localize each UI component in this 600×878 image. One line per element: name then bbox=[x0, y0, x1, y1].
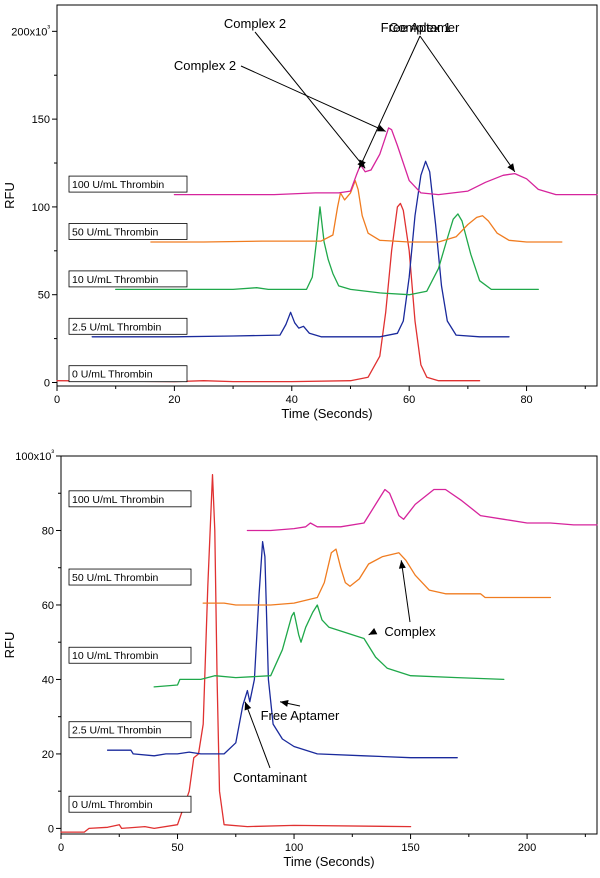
annotation-arrowhead bbox=[280, 700, 289, 707]
annotation-label: Free Aptamer bbox=[261, 708, 340, 723]
series-label: 0 U/mL Thrombin bbox=[72, 799, 153, 811]
series-label-box bbox=[68, 270, 188, 288]
y-tick-label: 80 bbox=[42, 525, 54, 537]
y-tick-label: 200x10³ bbox=[11, 23, 50, 38]
series-label-box bbox=[68, 223, 188, 240]
annotation-arrowhead bbox=[359, 159, 366, 169]
annotation-arrowhead bbox=[368, 627, 378, 635]
y-tick-label: 40 bbox=[42, 674, 54, 686]
series-label-box bbox=[68, 175, 188, 193]
series-label-box bbox=[68, 490, 192, 508]
series-line bbox=[56, 202, 481, 383]
x-tick-label: 40 bbox=[286, 394, 298, 406]
series-label: 2.5 U/mL Thrombin bbox=[72, 321, 161, 333]
annotation-label: Complex bbox=[384, 624, 436, 639]
annotation-label: Complex 2 bbox=[224, 16, 286, 31]
y-tick-label: 60 bbox=[42, 600, 54, 612]
x-tick-label: 150 bbox=[401, 842, 419, 854]
annotation-arrow-line bbox=[400, 560, 411, 623]
annotation-arrowhead bbox=[244, 701, 252, 711]
annotation-arrow-line bbox=[254, 31, 366, 169]
y-tick-label: 100 bbox=[32, 202, 50, 214]
series-label: 10 U/mL Thrombin bbox=[72, 274, 159, 286]
x-axis-label: Time (Seconds) bbox=[283, 854, 374, 869]
x-tick-label: 80 bbox=[520, 394, 532, 406]
plot-frame bbox=[60, 455, 598, 835]
annotation-arrow-line bbox=[358, 35, 421, 169]
series-label-box bbox=[68, 365, 188, 383]
series-label-box bbox=[68, 568, 192, 586]
annotation-arrow-line bbox=[240, 65, 386, 132]
series-line bbox=[173, 127, 598, 196]
annotation-arrowhead bbox=[507, 163, 515, 172]
series-label: 2.5 U/mL Thrombin bbox=[72, 725, 161, 737]
series-label: 100 U/mL Thrombin bbox=[72, 494, 164, 506]
series-label: 10 U/mL Thrombin bbox=[72, 650, 159, 662]
series-label: 50 U/mL Thrombin bbox=[72, 572, 159, 584]
series-line bbox=[246, 488, 598, 532]
y-tick-label: 150 bbox=[32, 114, 50, 126]
series-line bbox=[91, 160, 510, 338]
series-line bbox=[202, 548, 552, 606]
top-chart-panel: 0 50 100 150 200x10³ 0 20 40 60 80 Time (Seconds) R… bbox=[2, 4, 598, 421]
annotation-arrow-line bbox=[419, 35, 516, 173]
annotation-label: Complex 2 bbox=[174, 58, 236, 73]
annotation-label: Complex 1 bbox=[389, 20, 451, 35]
x-tick-label: 0 bbox=[58, 842, 64, 854]
series-line bbox=[150, 179, 563, 243]
series-label: 0 U/mL Thrombin bbox=[72, 369, 153, 381]
y-tick-label: 100x10³ bbox=[15, 448, 54, 463]
series-line bbox=[60, 473, 412, 833]
series-label: 50 U/mL Thrombin bbox=[72, 226, 159, 238]
y-tick-label: 20 bbox=[42, 749, 54, 761]
x-axis-label: Time (Seconds) bbox=[281, 406, 372, 421]
x-tick-label: 100 bbox=[285, 842, 303, 854]
series-line bbox=[153, 604, 505, 688]
series-label: 100 U/mL Thrombin bbox=[72, 179, 164, 191]
series-line bbox=[106, 541, 458, 759]
y-tick-label: 0 bbox=[48, 823, 54, 835]
series-label-box bbox=[68, 646, 192, 664]
x-tick-label: 0 bbox=[54, 394, 60, 406]
x-tick-label: 20 bbox=[168, 394, 180, 406]
plot-frame bbox=[56, 4, 598, 387]
annotation-label: Free Aptamer bbox=[381, 20, 460, 35]
series-line bbox=[115, 206, 539, 296]
annotation-label: Contaminant bbox=[233, 770, 307, 785]
y-tick-label: 50 bbox=[38, 290, 50, 302]
x-tick-label: 60 bbox=[403, 394, 415, 406]
bottom-chart-panel: 0 20 40 60 80 100x10³ 0 50 100 150 200 Time (Second… bbox=[2, 448, 598, 869]
annotation-arrowhead bbox=[398, 560, 406, 569]
x-tick-label: 50 bbox=[171, 842, 183, 854]
y-axis-label: RFU bbox=[2, 632, 17, 659]
annotation-arrowhead bbox=[376, 124, 386, 132]
series-label-box bbox=[68, 317, 188, 335]
y-axis-label: RFU bbox=[2, 182, 17, 209]
x-tick-label: 200 bbox=[518, 842, 536, 854]
series-label-box bbox=[68, 795, 192, 813]
annotation-arrow-line bbox=[244, 701, 271, 769]
series-label-box bbox=[68, 721, 192, 739]
y-tick-label: 0 bbox=[44, 377, 50, 389]
